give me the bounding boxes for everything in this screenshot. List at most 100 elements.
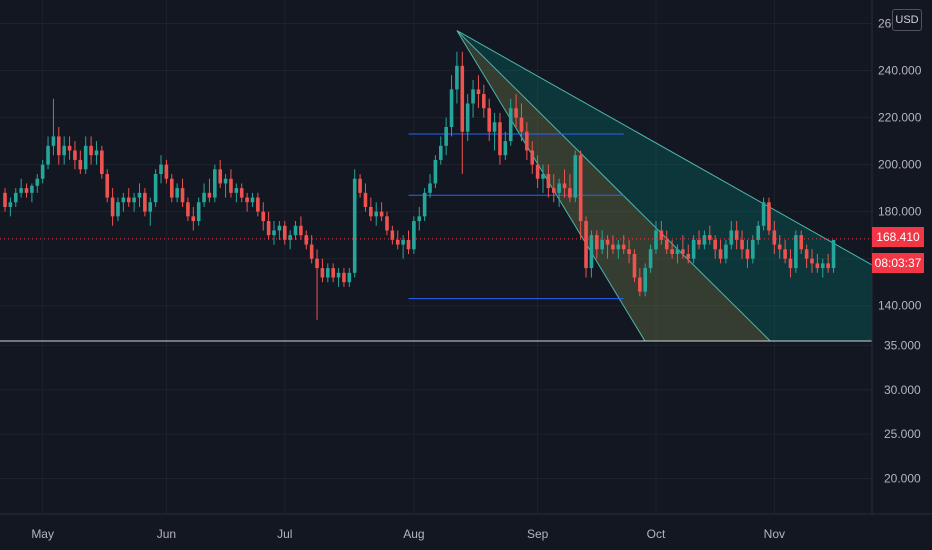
candle — [551, 174, 556, 203]
candle-body — [724, 244, 728, 259]
candle — [664, 230, 669, 254]
currency-button[interactable]: USD — [892, 9, 922, 31]
candle-body — [110, 197, 115, 217]
candle — [105, 169, 110, 203]
candle — [465, 94, 470, 142]
candle — [804, 244, 809, 269]
candle-body — [132, 197, 136, 203]
candlestick-series — [0, 51, 872, 320]
candle — [62, 136, 66, 165]
candle — [8, 197, 13, 217]
y-tick-label: 220.000 — [878, 111, 922, 125]
candle — [390, 225, 395, 245]
candle-body — [718, 249, 723, 259]
candle-body — [541, 174, 545, 179]
candle — [374, 202, 379, 226]
candle — [422, 188, 427, 222]
candle — [213, 164, 217, 203]
candle — [756, 221, 760, 245]
candle — [471, 79, 475, 118]
candle-body — [675, 249, 680, 254]
candle — [627, 239, 631, 264]
last-price-badge: 168.410 — [872, 227, 924, 247]
candle — [309, 235, 314, 264]
candle — [519, 103, 524, 142]
candle-body — [202, 192, 206, 203]
candle — [299, 216, 303, 240]
candle-body — [272, 230, 276, 236]
candle-body — [820, 263, 825, 269]
candle — [508, 98, 513, 146]
candle — [600, 230, 604, 254]
y-tick-label: 200.000 — [878, 158, 922, 172]
candle-body — [40, 164, 45, 179]
candle-body — [799, 235, 804, 250]
candle — [444, 117, 448, 156]
grid — [0, 0, 872, 514]
candle-body — [207, 192, 212, 198]
candle — [73, 141, 77, 170]
candle-body — [73, 150, 77, 160]
candle-body — [568, 188, 572, 198]
candle — [788, 249, 793, 278]
candle — [595, 230, 599, 259]
candle — [234, 183, 239, 203]
candle — [503, 131, 508, 160]
candle — [239, 183, 244, 203]
candle-body — [320, 268, 325, 278]
candle — [621, 235, 626, 254]
candle — [261, 202, 266, 231]
candle-body — [654, 230, 658, 250]
candle-body — [702, 235, 707, 245]
candle-body — [417, 216, 422, 222]
candle — [810, 249, 814, 273]
candle — [799, 230, 804, 254]
candle — [482, 84, 486, 118]
candle — [675, 244, 680, 264]
candle-body — [78, 159, 83, 170]
candle — [196, 197, 201, 226]
candle-body — [309, 244, 314, 259]
candle-body — [266, 221, 271, 236]
y-tick-label: 240.000 — [878, 64, 922, 78]
candle-body — [815, 263, 820, 269]
candle — [783, 239, 787, 264]
candle-body — [89, 145, 93, 156]
candle — [304, 230, 309, 250]
candle — [13, 188, 18, 207]
candle-body — [196, 202, 201, 222]
candle-body — [492, 122, 497, 132]
candle — [767, 197, 771, 236]
candle-body — [449, 89, 454, 127]
candle-body — [573, 155, 578, 198]
candle-body — [525, 131, 529, 151]
candle-body — [616, 244, 621, 250]
candle-body — [35, 178, 40, 186]
candle — [83, 136, 88, 175]
candle-body — [347, 272, 352, 283]
candle-body — [551, 188, 556, 193]
candle — [535, 155, 540, 189]
candle — [460, 51, 465, 175]
candle-body — [390, 230, 395, 240]
candle — [562, 169, 567, 198]
candle — [347, 268, 352, 287]
candle — [35, 174, 40, 193]
candle-body — [438, 145, 443, 160]
candle-body — [385, 216, 389, 231]
candle — [169, 174, 174, 203]
candle-body — [288, 235, 292, 240]
candle-body — [352, 178, 357, 273]
candle-body — [299, 225, 303, 236]
candle-body — [277, 225, 282, 231]
candle-body — [342, 272, 346, 283]
candle-body — [250, 197, 255, 203]
candle-body — [514, 108, 518, 118]
candle-body — [772, 230, 777, 245]
candle-body — [143, 192, 147, 212]
candle — [288, 230, 292, 250]
candle-body — [745, 249, 750, 259]
candle-body — [116, 202, 120, 217]
candle-body — [245, 197, 249, 203]
